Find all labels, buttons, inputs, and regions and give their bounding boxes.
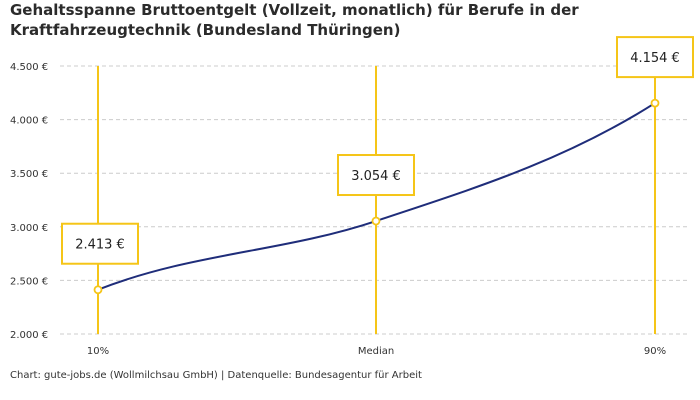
y-tick-label: 4.000 €: [10, 116, 48, 127]
category-lines: [97, 66, 656, 334]
x-tick-label: 10%: [87, 346, 109, 357]
y-tick-label: 2.500 €: [10, 276, 48, 287]
data-point: [371, 216, 381, 226]
data-label: 2.413 €: [75, 238, 125, 253]
data-label-box: [337, 154, 415, 197]
data-point: [93, 285, 103, 295]
data-labels: 2.413 € 3.054 € 4.154 €: [61, 36, 694, 265]
data-label: 4.154 €: [630, 51, 680, 66]
data-points: [93, 98, 660, 295]
data-point: [650, 98, 660, 108]
data-label: 3.054 €: [351, 169, 401, 184]
y-tick-labels: 2.000 € 2.500 € 3.000 € 3.500 € 4.000 € 4.500…: [10, 62, 48, 341]
data-label-box: [61, 222, 139, 265]
x-tick-label: 90%: [644, 346, 666, 357]
x-tick-label: Median: [358, 346, 394, 357]
chart-credit: Chart: gute-jobs.de (Wollmilchsau GmbH) …: [10, 370, 422, 381]
data-label-box: [616, 36, 694, 79]
y-tick-label: 3.500 €: [10, 169, 48, 180]
y-tick-label: 2.000 €: [10, 330, 48, 341]
x-tick-labels: 10% Median 90%: [87, 346, 666, 357]
y-tick-label: 3.000 €: [10, 223, 48, 234]
chart-title: Gehaltsspanne Bruttoentgelt (Vollzeit, m…: [10, 1, 579, 39]
y-tick-label: 4.500 €: [10, 62, 48, 73]
